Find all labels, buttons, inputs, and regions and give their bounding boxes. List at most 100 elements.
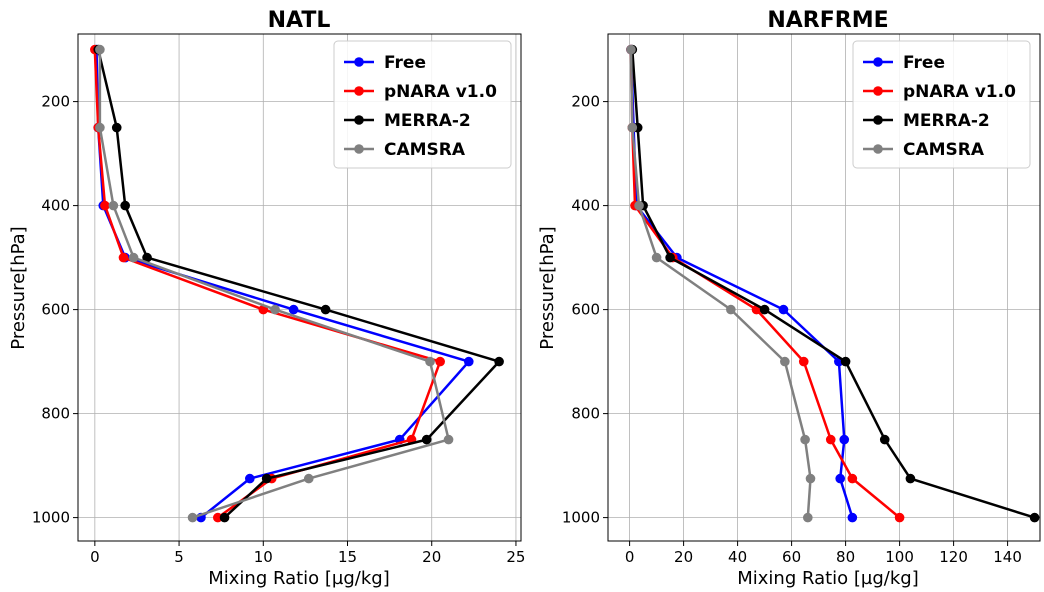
x-tick-label: 15 <box>338 548 357 566</box>
data-point <box>95 122 105 133</box>
data-point <box>187 512 198 523</box>
data-point <box>303 473 314 484</box>
plot-frame <box>77 33 522 542</box>
data-point <box>494 356 504 367</box>
x-tick-label: 120 <box>939 548 968 566</box>
data-point <box>320 304 331 315</box>
legend-label: MERRA-2 <box>384 111 471 131</box>
data-point <box>1029 512 1040 523</box>
x-tick-label: 40 <box>728 548 747 566</box>
data-point <box>800 434 810 445</box>
legend-label: Free <box>903 53 945 73</box>
series-line <box>629 49 812 518</box>
series-line <box>629 49 854 518</box>
data-point <box>805 473 816 484</box>
data-point <box>421 434 432 445</box>
series-camsra <box>95 44 454 523</box>
y-tick-label: 800 <box>41 405 70 423</box>
legend-label: Free <box>384 53 426 73</box>
data-point <box>270 304 280 315</box>
chart-title: NATL <box>268 8 331 33</box>
data-point <box>847 512 858 523</box>
x-tick-label: 60 <box>782 548 801 566</box>
legend-box <box>852 40 1031 169</box>
x-tick-label: 100 <box>885 548 914 566</box>
data-point <box>95 44 105 55</box>
plot-frame <box>607 33 1041 542</box>
data-point <box>245 473 255 484</box>
legend-swatch-marker <box>873 57 883 67</box>
data-point <box>840 356 851 367</box>
y-axis-label: Pressure[hPa] <box>537 226 558 349</box>
data-point <box>726 304 736 315</box>
y-tick-label: 800 <box>571 405 600 423</box>
data-point <box>108 200 119 211</box>
legend-swatch-marker <box>354 115 364 125</box>
data-point <box>905 473 916 484</box>
data-point <box>288 304 299 315</box>
y-tick-label: 400 <box>571 197 600 215</box>
y-tick-label: 400 <box>41 197 70 215</box>
data-point <box>219 512 230 523</box>
data-point <box>803 512 813 523</box>
legend-swatch-marker <box>354 144 364 154</box>
data-point <box>780 356 790 367</box>
data-point <box>894 512 905 523</box>
x-tick-label: 20 <box>422 548 441 566</box>
y-tick-label: 600 <box>41 301 70 319</box>
chart-panel-natl: NATL Mixing Ratio [µg/kg] Pressure[hPa] … <box>8 8 525 589</box>
data-point <box>651 252 662 263</box>
data-point <box>825 434 836 445</box>
series-free <box>626 44 858 523</box>
grid <box>78 34 521 541</box>
data-point <box>759 304 770 315</box>
x-tick-label: 80 <box>836 548 855 566</box>
data-point <box>111 122 122 133</box>
legend-label: MERRA-2 <box>903 111 990 131</box>
legend-swatch-marker <box>354 86 364 96</box>
data-point <box>435 356 445 367</box>
x-tick-label: 0 <box>625 548 635 566</box>
y-tick-label: 200 <box>41 93 70 111</box>
data-point <box>626 44 636 55</box>
legend: Free pNARA v1.0 MERRA-2 CAMSRA <box>852 40 1031 169</box>
chart-title: NARFRME <box>767 8 888 33</box>
data-point <box>128 252 139 263</box>
legend-label: pNARA v1.0 <box>384 82 497 102</box>
x-axis-label: Mixing Ratio [µg/kg] <box>737 568 919 589</box>
legend-label: CAMSRA <box>903 140 985 160</box>
legend-label: pNARA v1.0 <box>903 82 1016 102</box>
data-point <box>100 200 110 211</box>
y-tick-label: 1000 <box>562 509 600 527</box>
data-point <box>879 434 890 445</box>
data-point <box>665 252 675 263</box>
x-tick-label: 10 <box>254 548 273 566</box>
data-point <box>463 356 474 367</box>
y-tick-label: 200 <box>571 93 600 111</box>
x-tick-label: 140 <box>993 548 1022 566</box>
x-tick-label: 20 <box>674 548 693 566</box>
legend-swatch-marker <box>873 115 883 125</box>
legend-swatch-marker <box>873 86 883 96</box>
data-point <box>839 434 850 445</box>
y-axis-label: Pressure[hPa] <box>8 226 29 349</box>
legend-label: CAMSRA <box>384 140 466 160</box>
legend-box <box>333 40 512 169</box>
legend-swatch-marker <box>354 57 364 67</box>
data-point <box>798 356 809 367</box>
data-point <box>142 252 152 263</box>
data-point <box>118 252 129 263</box>
y-tick-label: 600 <box>571 301 600 319</box>
data-point <box>120 200 130 211</box>
y-tick-label: 1000 <box>32 509 70 527</box>
legend: Free pNARA v1.0 MERRA-2 CAMSRA <box>333 40 512 169</box>
legend-swatch-marker <box>873 144 883 154</box>
data-point <box>443 434 454 445</box>
data-point <box>261 473 272 484</box>
chart-panel-narfrme: NARFRME Mixing Ratio [µg/kg] Pressure[hP… <box>537 8 1041 589</box>
x-tick-label: 25 <box>506 548 525 566</box>
x-axis-label: Mixing Ratio [µg/kg] <box>208 568 390 589</box>
series-camsra <box>626 44 816 523</box>
data-point <box>778 304 789 315</box>
